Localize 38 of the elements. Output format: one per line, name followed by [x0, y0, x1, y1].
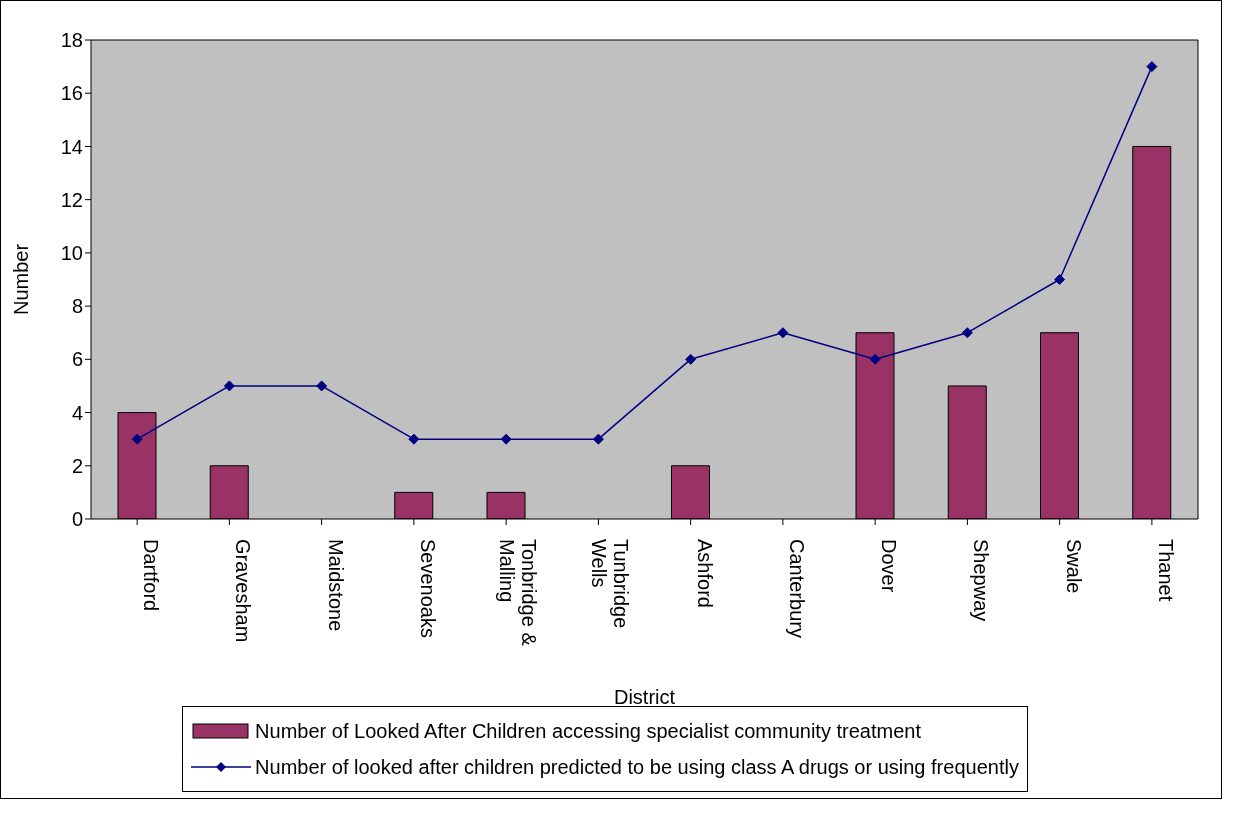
point: [1054, 274, 1066, 285]
y-tick-label: 12: [60, 188, 83, 211]
y-tick-label: 16: [60, 82, 83, 105]
y-tick-label: 10: [60, 241, 83, 264]
y-tick-label: 2: [71, 454, 83, 477]
x-tick-label: Shepway: [970, 539, 993, 622]
x-tick-label: Ashford: [693, 539, 716, 608]
y-tick-label: 4: [71, 401, 83, 424]
x-tick-label: Sevenoaks: [416, 539, 439, 638]
point: [777, 327, 789, 339]
y-tick-label: 18: [60, 29, 83, 52]
point: [223, 380, 235, 392]
legend-label: Number of looked after children predicted to be using class A drugs or using frequently: [255, 755, 1019, 779]
x-tick-label: Dover: [878, 539, 901, 593]
y-tick-label: 8: [71, 295, 83, 318]
x-tick-label: Dartford: [140, 539, 163, 612]
y-tick-label: 14: [60, 135, 83, 158]
point: [685, 353, 697, 365]
point: [316, 380, 328, 392]
point: [869, 353, 881, 365]
point: [408, 433, 420, 445]
y-tick-label: 0: [71, 508, 83, 531]
point: [592, 433, 604, 445]
point: [961, 327, 973, 339]
point: [131, 433, 143, 445]
x-tick-label: Thanet: [1154, 539, 1177, 602]
legend-label: Number of Looked After Children accessing specialist community treatment: [255, 719, 921, 743]
x-tick-label: Swale: [1062, 539, 1085, 594]
x-tick-label: Canterbury: [785, 539, 808, 638]
x-axis-title: District: [613, 686, 676, 708]
x-tick-label: Tonbridge & Malling: [496, 539, 541, 647]
y-tick-label: 6: [71, 348, 83, 371]
point: [1146, 61, 1158, 73]
y-axis-title: Number: [10, 243, 33, 316]
point: [500, 433, 512, 445]
x-tick-label: Tunbridge Wells: [588, 539, 633, 629]
x-tick-label: Gravesham: [232, 539, 255, 643]
x-tick-label: Maidstone: [324, 539, 347, 632]
